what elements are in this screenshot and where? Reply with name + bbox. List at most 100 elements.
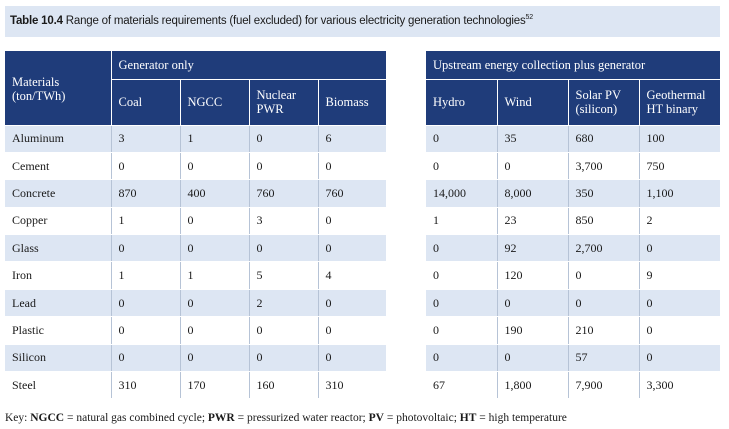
value-cell: 0 [111, 344, 181, 373]
value-cell: 190 [497, 316, 569, 345]
generator-only-body: Aluminum 3 1 0 6 Cement 0 0 0 0 Concrete 870 400 760 7… [5, 125, 387, 400]
value-cell: 0 [639, 344, 721, 373]
caption-text: Range of materials requirements (fuel ex… [65, 14, 526, 27]
value-cell: 0 [426, 344, 498, 373]
value-cell: 2,700 [568, 234, 640, 263]
value-cell: 0 [497, 152, 569, 181]
value-cell: 0 [426, 261, 498, 290]
table-row: Plastic 0 0 0 0 [5, 316, 387, 345]
value-cell: 0 [318, 316, 387, 345]
value-cell: 5 [249, 261, 319, 290]
value-cell: 400 [180, 179, 250, 208]
table-number: Table 10.4 [10, 14, 63, 27]
value-cell: 0 [426, 316, 498, 345]
table-row: Steel 310 170 160 310 [5, 371, 387, 400]
value-cell: 0 [111, 289, 181, 318]
value-cell: 100 [639, 125, 721, 153]
value-cell: 210 [568, 316, 640, 345]
table-row: Glass 0 0 0 0 [5, 234, 387, 263]
upstream-group-header: Upstream energy collection plus generato… [426, 51, 721, 80]
value-cell: 0 [426, 234, 498, 263]
table-row: Lead 0 0 2 0 [5, 289, 387, 318]
value-cell: 0 [249, 125, 319, 153]
value-cell: 0 [426, 152, 498, 181]
value-cell: 120 [497, 261, 569, 290]
upstream-collection-table: Upstream energy collection plus generato… [426, 51, 721, 400]
value-cell: 0 [249, 234, 319, 263]
value-cell: 1 [111, 261, 181, 290]
value-cell: 67 [426, 371, 498, 400]
value-cell: 1 [180, 261, 250, 290]
table-row: Iron 1 1 5 4 [5, 261, 387, 290]
table-row: Silicon 0 0 0 0 [5, 344, 387, 373]
value-cell: 14,000 [426, 179, 498, 208]
value-cell: 0 [249, 316, 319, 345]
value-cell: 0 [180, 152, 250, 181]
value-cell: 0 [318, 344, 387, 373]
value-cell: 92 [497, 234, 569, 263]
value-cell: 0 [426, 289, 498, 318]
value-cell: 0 [318, 207, 387, 236]
value-cell: 6 [318, 125, 387, 153]
value-cell: 0 [180, 316, 250, 345]
column-header-biomass: Biomass [318, 79, 387, 126]
key-abbr: PWR [207, 412, 235, 424]
caption-footnote: 52 [525, 14, 534, 21]
value-cell: 1 [111, 207, 181, 236]
column-header-solar-pv: Solar PV (silicon) [568, 79, 640, 126]
table-row: 0 120 0 9 [426, 261, 721, 290]
table-row: Copper 1 0 3 0 [5, 207, 387, 236]
table-row: Cement 0 0 0 0 [5, 152, 387, 181]
value-cell: 850 [568, 207, 640, 236]
table-row: 0 190 210 0 [426, 316, 721, 345]
value-cell: 2 [249, 289, 319, 318]
material-name-cell: Copper [5, 207, 112, 236]
column-header-nuclear-pwr: Nuclear PWR [249, 79, 319, 126]
table-row: 1 23 850 2 [426, 207, 721, 236]
key-prefix: Key: [5, 412, 31, 424]
value-cell: 0 [111, 152, 181, 181]
generator-only-table: Materials (ton/TWh) Generator only Coal … [5, 51, 387, 400]
material-name-cell: Plastic [5, 316, 112, 345]
material-name-cell: Silicon [5, 344, 112, 373]
value-cell: 0 [111, 316, 181, 345]
value-cell: 0 [318, 289, 387, 318]
value-cell: 1 [180, 125, 250, 153]
key-abbr: NGCC [30, 412, 65, 424]
key-definition: = high temperature [476, 412, 567, 424]
column-header-coal: Coal [111, 79, 181, 126]
value-cell: 0 [639, 289, 721, 318]
generator-only-group-header: Generator only [111, 51, 387, 80]
value-cell: 23 [497, 207, 569, 236]
value-cell: 7,900 [568, 371, 640, 400]
material-name-cell: Iron [5, 261, 112, 290]
value-cell: 680 [568, 125, 640, 153]
value-cell: 0 [318, 152, 387, 181]
value-cell: 0 [249, 152, 319, 181]
key-definition: = pressurized water reactor; [234, 412, 369, 424]
value-cell: 0 [180, 344, 250, 373]
table-row: Aluminum 3 1 0 6 [5, 125, 387, 153]
material-name-cell: Lead [5, 289, 112, 318]
value-cell: 0 [639, 316, 721, 345]
value-cell: 750 [639, 152, 721, 181]
column-header-wind: Wind [497, 79, 569, 126]
value-cell: 0 [568, 289, 640, 318]
material-name-cell: Glass [5, 234, 112, 263]
value-cell: 1,100 [639, 179, 721, 208]
value-cell: 2 [639, 207, 721, 236]
value-cell: 0 [568, 261, 640, 290]
table-key: Key: NGCC = natural gas combined cycle; … [5, 412, 567, 424]
value-cell: 0 [639, 234, 721, 263]
column-header-geothermal: Geothermal HT binary [639, 79, 721, 126]
value-cell: 4 [318, 261, 387, 290]
value-cell: 760 [249, 179, 319, 208]
value-cell: 0 [497, 344, 569, 373]
material-name-cell: Aluminum [5, 125, 112, 153]
value-cell: 57 [568, 344, 640, 373]
upstream-collection-body: 0 35 680 100 0 0 3,700 750 14,000 8,000 350 1,100 1 2… [426, 125, 721, 400]
material-name-cell: Steel [5, 371, 112, 400]
materials-header: Materials (ton/TWh) [5, 51, 112, 126]
value-cell: 0 [497, 289, 569, 318]
value-cell: 3 [111, 125, 181, 153]
